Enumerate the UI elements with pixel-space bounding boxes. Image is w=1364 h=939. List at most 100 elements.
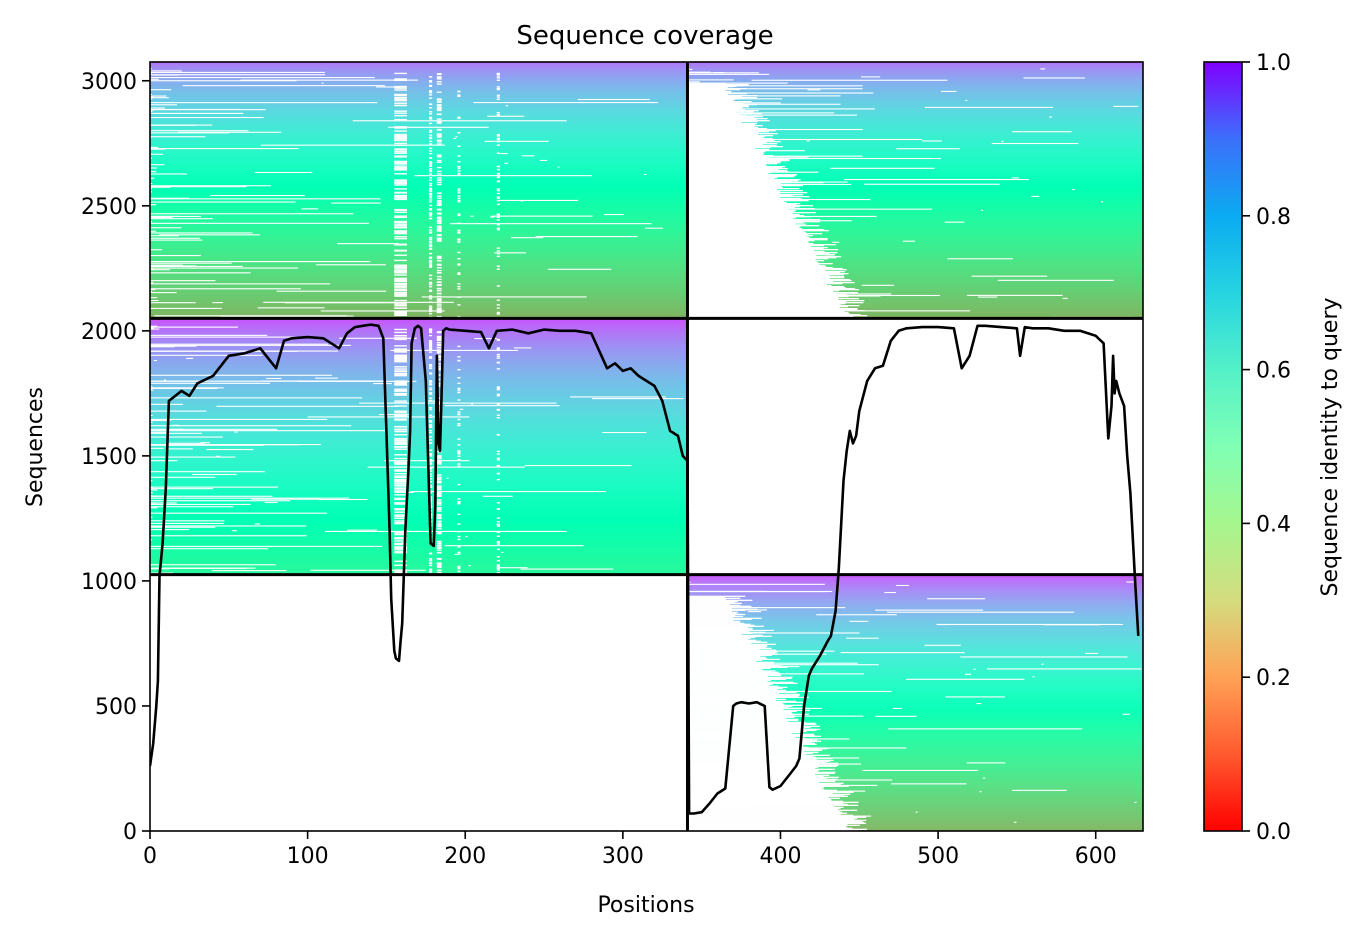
heatmap-row [150, 446, 688, 448]
uncovered-region [687, 741, 812, 743]
uncovered-region [687, 744, 804, 746]
gap-streak [150, 334, 268, 336]
gap-column [496, 478, 500, 481]
uncovered-region [687, 236, 808, 238]
uncovered-region [687, 686, 788, 688]
gap-streak [487, 115, 525, 117]
gap-streak [895, 584, 910, 587]
gap-streak [150, 197, 189, 199]
gap-column [436, 403, 442, 405]
gap-column [394, 402, 407, 404]
gap-streak [150, 267, 298, 269]
heatmap-row [687, 640, 1143, 642]
uncovered-region [687, 132, 759, 134]
gap-column [428, 347, 433, 350]
gap-streak [215, 455, 220, 457]
gap-column [436, 141, 442, 143]
heatmap-row [687, 717, 1143, 719]
heatmap-row [150, 85, 688, 87]
uncovered-region [687, 648, 761, 650]
heatmap-row [687, 637, 1143, 639]
gap-streak [494, 252, 527, 254]
uncovered-region [687, 170, 787, 172]
gap-column [436, 463, 442, 465]
gap-column [394, 517, 407, 519]
gap-column [428, 407, 433, 409]
gap-column [428, 310, 433, 313]
heatmap-row [687, 601, 1143, 603]
gap-column [457, 565, 461, 568]
heatmap-row [687, 686, 1143, 688]
uncovered-region [687, 773, 816, 775]
uncovered-region [687, 130, 776, 132]
uncovered-region [687, 107, 743, 109]
gap-column [428, 344, 433, 347]
gap-column [436, 359, 442, 361]
gap-column [428, 334, 433, 337]
heatmap-row [687, 83, 1143, 85]
heatmap-row [687, 161, 1143, 163]
heatmap-row [150, 522, 688, 524]
gap-column [394, 180, 407, 182]
gap-streak [150, 185, 271, 187]
heatmap-row [687, 713, 1143, 715]
heatmap-row [687, 586, 1143, 588]
heatmap-row [687, 195, 1143, 197]
gap-column [428, 383, 433, 385]
gap-column [457, 197, 461, 200]
uncovered-region [687, 127, 758, 129]
gap-column [394, 144, 407, 146]
gap-column [394, 345, 407, 347]
heatmap-row [150, 228, 688, 230]
heatmap-row [150, 119, 688, 121]
gap-streak [150, 425, 352, 427]
heatmap-row [687, 71, 1143, 73]
heatmap-row [150, 571, 688, 573]
gap-column [436, 549, 442, 551]
gap-column [496, 247, 500, 249]
gap-column [428, 341, 433, 343]
heatmap-row [687, 787, 1143, 789]
gap-column [436, 523, 442, 526]
heatmap-row [150, 415, 688, 417]
gap-column [457, 155, 461, 157]
uncovered-region [687, 298, 860, 300]
heatmap-row [150, 381, 688, 383]
gap-column [428, 260, 433, 263]
uncovered-region [687, 144, 763, 146]
heatmap-row [150, 205, 688, 207]
gap-streak [504, 162, 509, 164]
heatmap-row [687, 287, 1143, 289]
heatmap-row [687, 808, 1143, 810]
heatmap-row [687, 307, 1143, 309]
uncovered-region [687, 598, 727, 600]
gap-column [394, 264, 407, 266]
heatmap-row [687, 142, 1143, 144]
gap-column [436, 264, 442, 266]
gap-column [428, 387, 433, 389]
uncovered-region [687, 276, 845, 278]
gap-streak [337, 243, 399, 245]
gap-streak [150, 325, 158, 327]
uncovered-region [687, 239, 828, 241]
gap-column [457, 450, 461, 452]
gap-column [496, 502, 500, 504]
uncovered-region [687, 764, 839, 766]
heatmap-row [687, 301, 1143, 303]
heatmap-row [687, 822, 1143, 824]
heatmap-row [150, 129, 688, 131]
gap-streak [359, 402, 557, 404]
gap-column [394, 441, 407, 443]
heatmap-row [687, 635, 1143, 637]
heatmap-row [687, 680, 1143, 682]
gap-column [496, 466, 500, 468]
heatmap-row [150, 254, 688, 256]
gap-column [436, 385, 442, 387]
gap-column [394, 208, 407, 211]
gap-column [457, 214, 461, 217]
gap-streak [367, 466, 525, 468]
uncovered-region [687, 222, 804, 224]
heatmap-row [150, 492, 688, 494]
heatmap-row [687, 245, 1143, 247]
gap-column [436, 540, 442, 543]
